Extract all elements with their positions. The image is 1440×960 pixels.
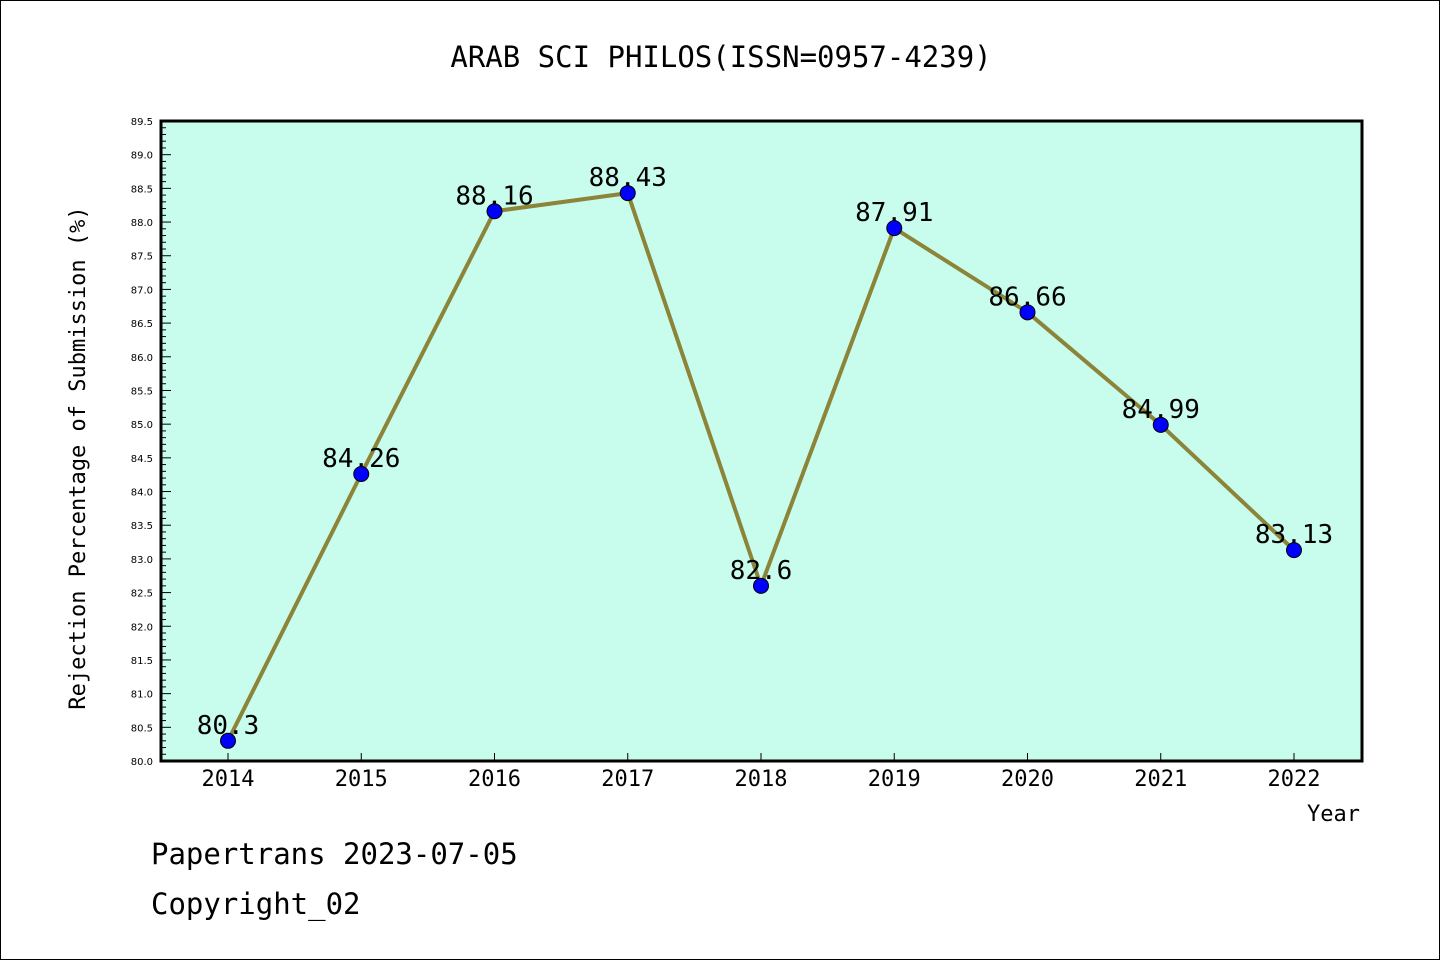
data-label: 84.99 — [1122, 395, 1200, 425]
y-tick-label: 82.0 — [131, 622, 153, 633]
data-point — [1152, 416, 1169, 433]
y-tick-label: 84.5 — [131, 454, 153, 465]
x-axis-ticks: 2014 2015 2016 2017 2018 2019 2020 2021 2022 — [202, 753, 1321, 792]
data-point — [1286, 542, 1302, 559]
y-tick-label: 86.5 — [131, 319, 153, 330]
data-label: 87.91 — [855, 198, 933, 228]
y-tick-label: 89.0 — [131, 151, 153, 162]
data-point — [353, 466, 370, 483]
y-tick-label: 82.5 — [131, 589, 153, 600]
x-tick-label: 2018 — [735, 767, 788, 792]
plot-area — [159, 119, 1364, 763]
data-label: 88.16 — [455, 181, 533, 211]
data-label: 80.3 — [197, 711, 260, 741]
y-tick-label: 80.0 — [131, 757, 153, 768]
y-tick-label: 88.0 — [131, 218, 153, 229]
y-tick-label: 88.5 — [131, 184, 153, 195]
series-group: 80.3 84.26 88.16 88.43 82.6 87.91 86.66 84.99 83… — [197, 163, 1333, 749]
x-tick-label: 2014 — [202, 767, 255, 792]
y-tick-label: 83.0 — [131, 555, 153, 566]
data-point — [886, 220, 903, 237]
x-tick-label: 2017 — [601, 767, 654, 792]
y-axis-ticks: 80.0 80.5 81.0 81.5 82.0 82.5 83.0 83.5 84.0 84.5… — [131, 117, 171, 768]
data-point — [486, 203, 503, 220]
y-tick-label: 80.5 — [131, 723, 153, 734]
y-tick-label: 81.5 — [131, 656, 153, 667]
x-axis-label: Year — [1307, 802, 1360, 827]
data-label: 84.26 — [322, 444, 400, 474]
data-label: 83.13 — [1255, 520, 1333, 550]
data-label: 88.43 — [589, 163, 667, 193]
y-tick-label: 81.0 — [131, 690, 153, 701]
y-axis-label: Rejection Percentage of Submission (%) — [66, 206, 91, 709]
y-tick-label: 87.0 — [131, 285, 153, 296]
x-tick-label: 2022 — [1268, 767, 1321, 792]
data-point — [619, 185, 636, 202]
y-tick-label: 89.5 — [131, 117, 153, 128]
footer-date: Papertrans 2023-07-05 — [151, 837, 518, 871]
x-tick-label: 2019 — [868, 767, 921, 792]
y-tick-label: 85.0 — [131, 420, 153, 431]
y-tick-label: 86.0 — [131, 353, 153, 364]
x-tick-label: 2016 — [468, 767, 521, 792]
y-tick-label: 85.5 — [131, 386, 153, 397]
x-tick-label: 2021 — [1134, 767, 1187, 792]
y-tick-label: 87.5 — [131, 252, 153, 263]
footer-copyright: Copyright_02 — [151, 887, 361, 921]
x-tick-label: 2020 — [1001, 767, 1054, 792]
y-tick-label: 84.0 — [131, 488, 153, 499]
data-label: 86.66 — [988, 282, 1066, 312]
data-point — [1019, 304, 1036, 321]
x-tick-label: 2015 — [335, 767, 388, 792]
y-tick-label: 83.5 — [131, 521, 153, 532]
data-label: 82.6 — [730, 556, 793, 586]
data-point — [220, 732, 236, 749]
data-point — [753, 577, 769, 594]
chart-title: ARAB SCI PHILOS(ISSN=0957-4239) — [450, 40, 991, 74]
